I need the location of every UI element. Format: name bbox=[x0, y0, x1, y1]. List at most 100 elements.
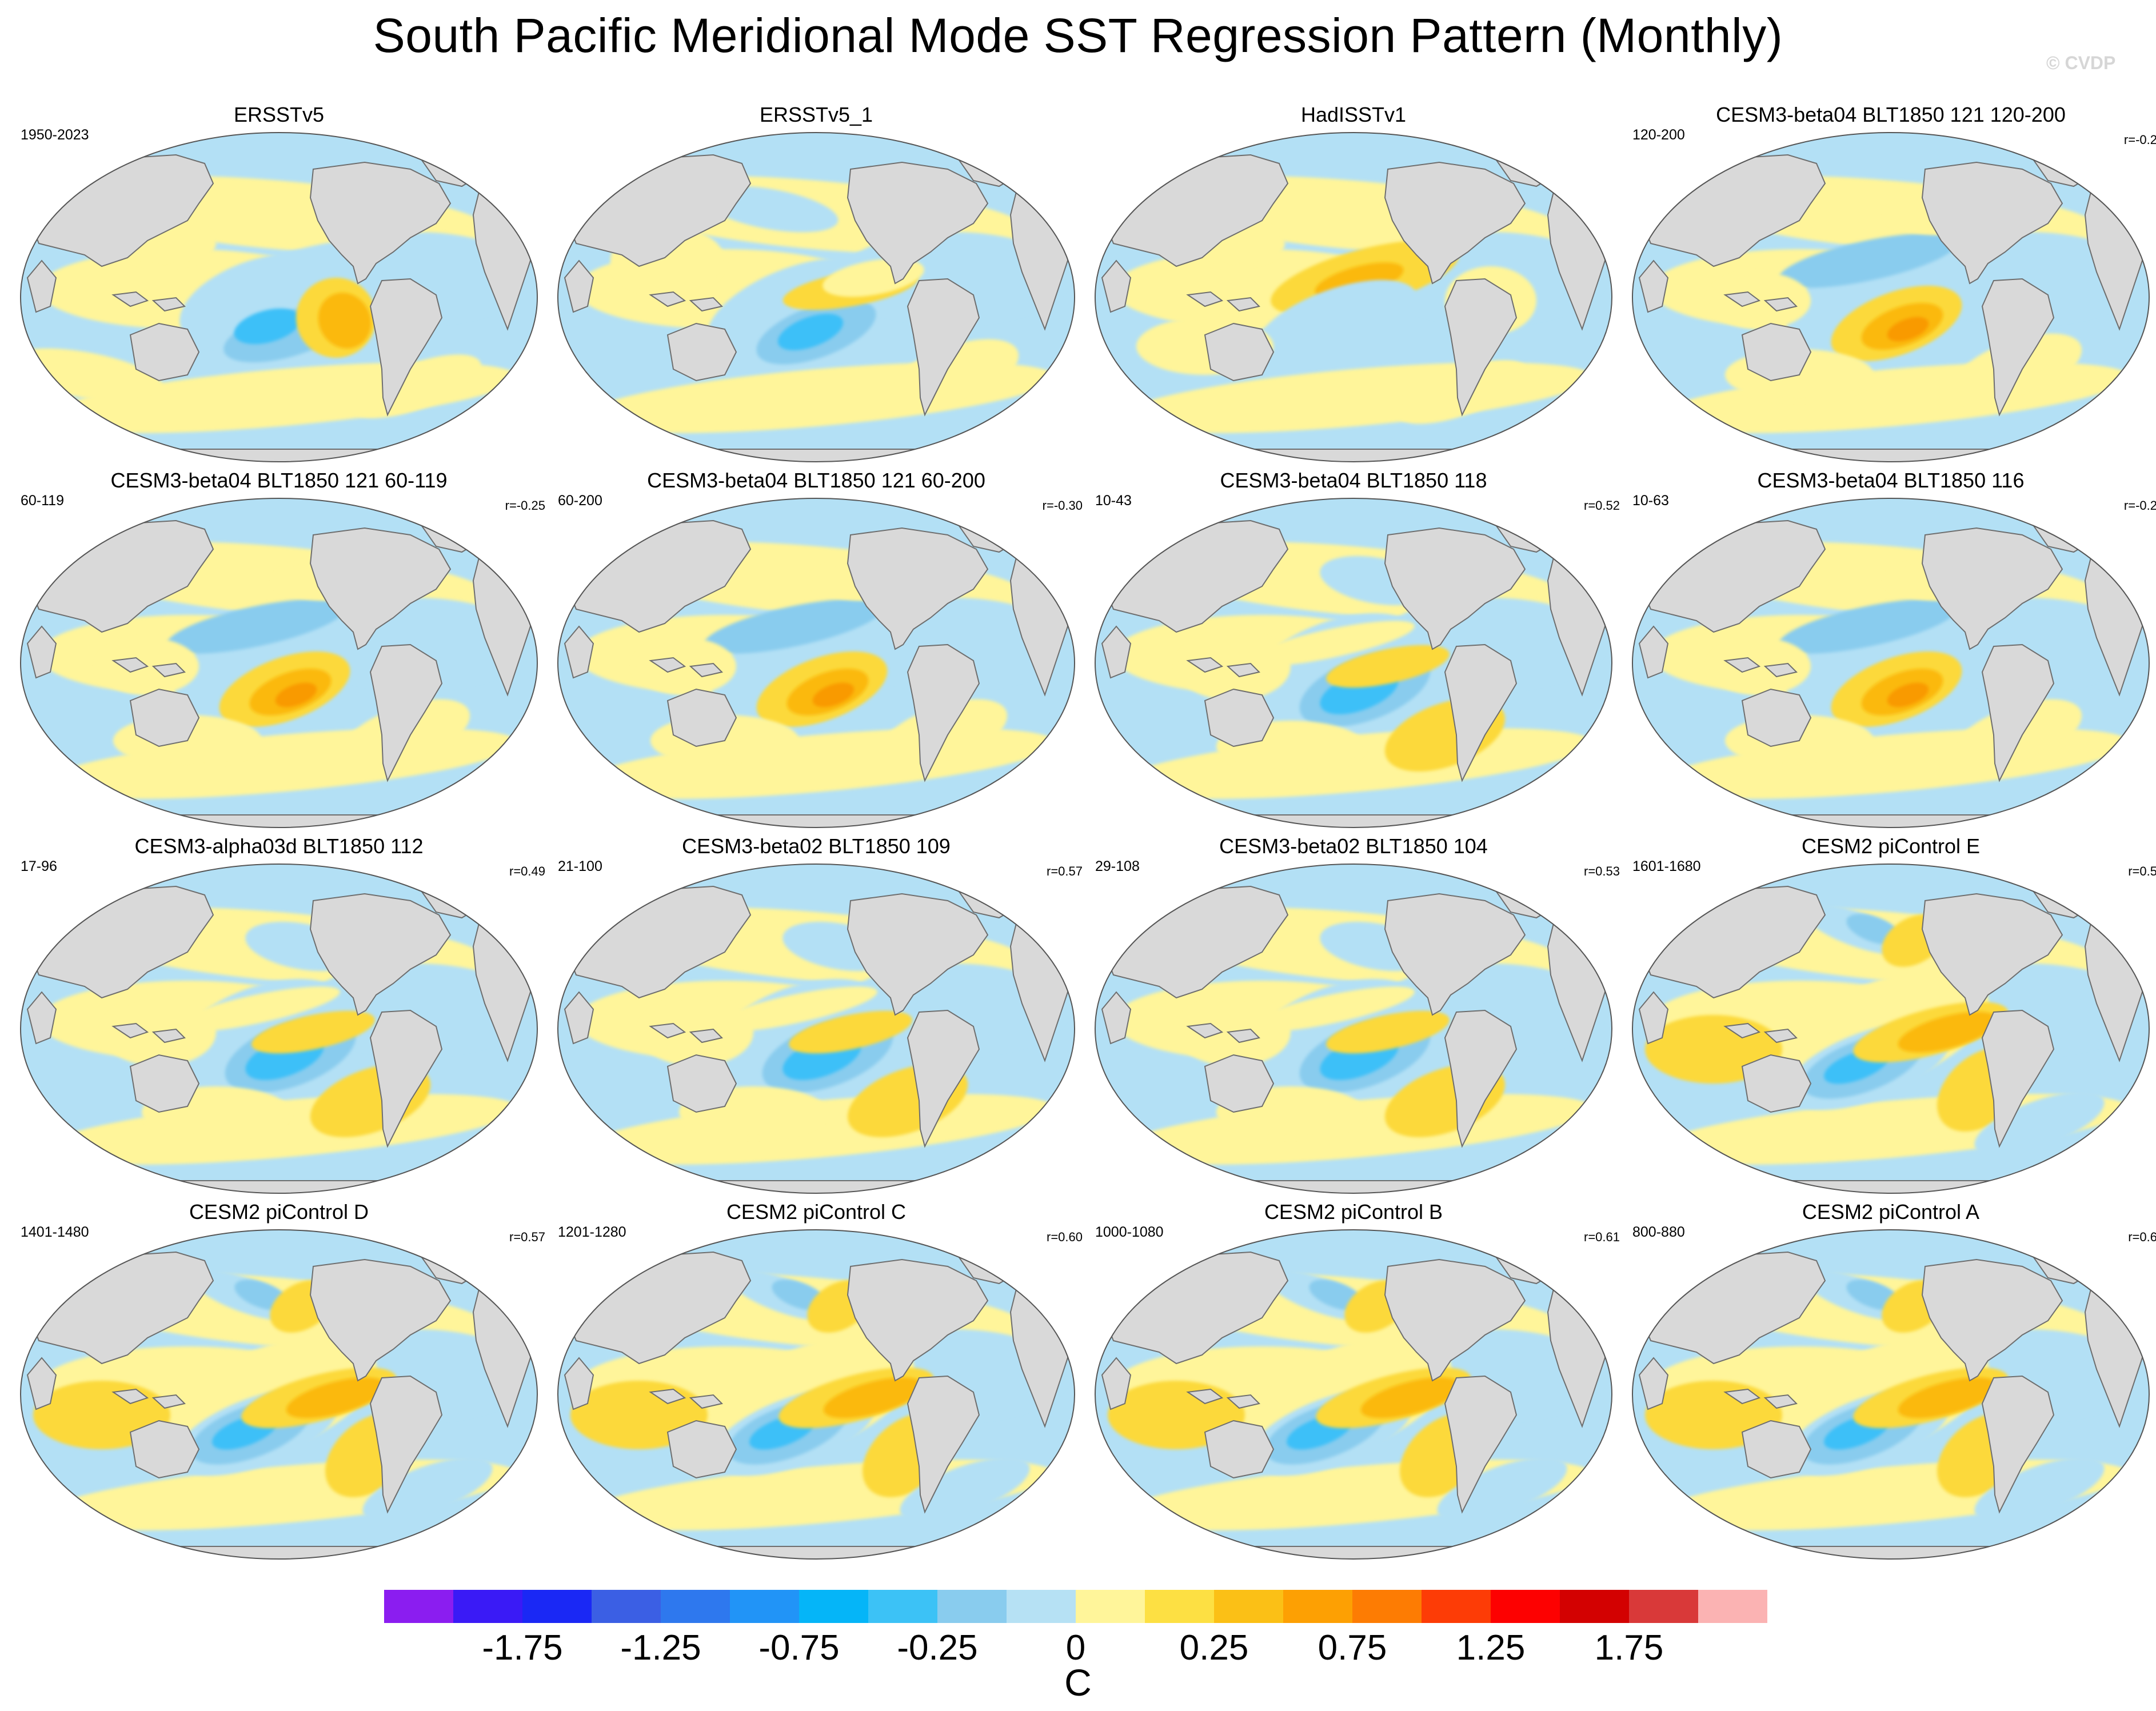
panel-title: HadISSTv1 bbox=[1300, 103, 1407, 126]
panel-years: 800-880 bbox=[1632, 1224, 1685, 1240]
landmass bbox=[666, 322, 737, 382]
panel-years: 1950-2023 bbox=[21, 127, 89, 143]
watermark: © CVDP bbox=[2046, 53, 2116, 73]
panel-pattern-correlation: r=0.49 bbox=[509, 864, 545, 878]
landmass bbox=[847, 893, 989, 1016]
sst-anomaly-region bbox=[1247, 621, 1415, 666]
landmass bbox=[847, 161, 989, 285]
map-panel: CESM3-beta04 BLT1850 121 60-200 60-200 r=-… bbox=[548, 469, 1085, 834]
panel-years: 29-108 bbox=[1095, 858, 1140, 874]
sst-anomaly-region bbox=[1778, 233, 1958, 288]
landmass bbox=[1741, 1420, 1812, 1479]
landmass bbox=[111, 657, 149, 673]
sst-anomaly-region bbox=[1326, 645, 1450, 688]
panel-pattern-correlation: r=0.5 bbox=[2128, 864, 2156, 878]
landmass bbox=[1632, 814, 2149, 827]
map-outline bbox=[20, 132, 538, 462]
panel-title: ERSSTv5 bbox=[233, 103, 325, 126]
landmass bbox=[111, 1022, 149, 1039]
sst-anomaly-region bbox=[1887, 317, 1929, 342]
sst-anomaly-region bbox=[1898, 1012, 1998, 1053]
landmass bbox=[1741, 688, 1812, 747]
map-outline bbox=[557, 1229, 1075, 1560]
panel-years: 1000-1080 bbox=[1095, 1224, 1164, 1240]
landmass bbox=[1981, 278, 2055, 417]
landmass bbox=[1981, 643, 2055, 782]
landmass bbox=[1226, 1394, 1260, 1409]
landmass bbox=[1741, 1054, 1812, 1113]
map-panel: ERSSTv5_1 bbox=[548, 103, 1085, 469]
panel-title: CESM3-beta04 BLT1850 121 60-119 bbox=[110, 469, 448, 492]
panel-years: 60-119 bbox=[21, 493, 64, 509]
landmass bbox=[1638, 625, 1669, 679]
landmass bbox=[907, 1375, 980, 1514]
sst-anomaly-region bbox=[234, 308, 301, 345]
landmass bbox=[309, 527, 452, 650]
map-panel: CESM3-beta04 BLT1850 116 10-63 r=-0.2 bbox=[1622, 469, 2156, 834]
landmass bbox=[1763, 1028, 1798, 1044]
landmass bbox=[1444, 278, 1518, 417]
panel-pattern-correlation: r=0.57 bbox=[1047, 864, 1083, 878]
landmass bbox=[151, 1394, 186, 1409]
landmass bbox=[151, 297, 186, 312]
landmass bbox=[1723, 291, 1761, 307]
sst-anomaly-region bbox=[251, 1010, 375, 1054]
landmass bbox=[1632, 449, 2149, 462]
sst-anomaly-region bbox=[777, 314, 844, 350]
landmass bbox=[1444, 643, 1518, 782]
landmass bbox=[1204, 322, 1275, 382]
colorbar-swatch bbox=[799, 1590, 868, 1623]
map-panel: CESM3-beta02 BLT1850 109 21-100 r=0.57 bbox=[548, 834, 1085, 1200]
landmass bbox=[26, 259, 57, 313]
landmass bbox=[689, 1028, 723, 1044]
sst-regression-map bbox=[1095, 864, 1612, 1194]
landmass bbox=[847, 527, 989, 650]
landmass bbox=[649, 291, 686, 307]
landmass bbox=[1444, 1009, 1518, 1148]
landmass bbox=[649, 1022, 686, 1039]
landmass bbox=[1638, 991, 1669, 1045]
map-outline bbox=[1095, 1229, 1612, 1560]
sst-anomaly-region bbox=[362, 1457, 493, 1521]
landmass bbox=[1444, 1375, 1518, 1514]
map-outline bbox=[20, 864, 538, 1194]
sst-regression-map bbox=[557, 864, 1075, 1194]
landmass bbox=[1632, 1546, 2149, 1559]
sst-anomaly-region bbox=[172, 986, 340, 1032]
map-outline bbox=[557, 498, 1075, 828]
panel-pattern-correlation: r=-0.25 bbox=[505, 498, 545, 513]
landmass bbox=[129, 1054, 200, 1113]
landmass bbox=[1101, 991, 1132, 1045]
panel-pattern-correlation: r=-0.2 bbox=[2123, 133, 2156, 147]
sst-regression-map bbox=[1632, 864, 2150, 1194]
landmass bbox=[369, 1009, 443, 1148]
colorbar-swatch bbox=[1560, 1590, 1629, 1623]
map-outline bbox=[1632, 498, 2150, 828]
landmass bbox=[21, 1546, 537, 1559]
map-outline bbox=[1095, 498, 1612, 828]
colorbar-tick-label: -1.75 bbox=[482, 1628, 563, 1668]
landmass bbox=[1186, 291, 1224, 307]
panel-title: CESM3-beta04 BLT1850 116 bbox=[1757, 469, 2025, 492]
landmass bbox=[689, 1394, 723, 1409]
landmass bbox=[111, 1388, 149, 1405]
landmass bbox=[309, 1258, 452, 1382]
panel-pattern-correlation: r=0.53 bbox=[1584, 864, 1620, 878]
sst-regression-map bbox=[20, 1229, 538, 1560]
landmass bbox=[1101, 1357, 1132, 1410]
sst-anomaly-region bbox=[1255, 279, 1418, 367]
map-outline bbox=[557, 132, 1075, 462]
landmass bbox=[111, 291, 149, 307]
landmass bbox=[907, 643, 980, 782]
sst-regression-map bbox=[557, 498, 1075, 828]
landmass bbox=[1095, 814, 1612, 827]
landmass bbox=[1101, 625, 1132, 679]
landmass bbox=[1226, 662, 1260, 678]
sst-anomaly-region bbox=[1974, 1457, 2105, 1521]
colorbar-swatch bbox=[1214, 1590, 1283, 1623]
colorbar-swatch bbox=[453, 1590, 522, 1623]
panel-pattern-correlation: r=-0.2 bbox=[2123, 498, 2156, 513]
landmass bbox=[369, 643, 443, 782]
landmass bbox=[1741, 322, 1812, 382]
landmass bbox=[1921, 1258, 2063, 1382]
